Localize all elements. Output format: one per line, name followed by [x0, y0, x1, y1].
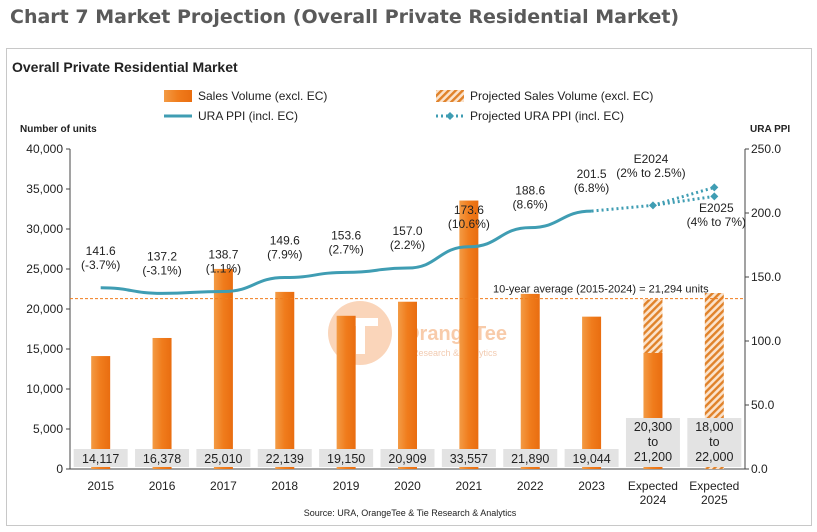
- legend-sales-label: Sales Volume (excl. EC): [198, 89, 327, 103]
- bar-label-box: [687, 418, 742, 467]
- x-tick-label: 2015: [87, 479, 114, 493]
- ppi-line: [100, 209, 592, 295]
- x-tick-label: 2019: [333, 479, 360, 493]
- left-tick-label: 35,000: [26, 182, 63, 196]
- projected-ppi-marker: [710, 183, 719, 192]
- x-tick-label: 2023: [578, 479, 605, 493]
- left-tick-label: 15,000: [26, 342, 63, 356]
- x-tick-label: 2018: [271, 479, 298, 493]
- bar-label: 21,890: [511, 452, 549, 466]
- right-tick-label: 50.0: [751, 398, 775, 412]
- ppi-label: 188.6 (8.6%): [513, 184, 548, 212]
- legend-projected-ppi-marker: [446, 112, 454, 120]
- x-tick-label: 2016: [149, 479, 176, 493]
- bar-label-box: [319, 449, 374, 467]
- bar-label-box: [196, 449, 251, 467]
- watermark-logo-mark: [342, 318, 378, 354]
- bar-label: 20,909: [388, 452, 426, 466]
- x-tick-label: Expected 2024: [628, 479, 678, 507]
- projection-label-2025: E2025 (4% to 7%): [687, 201, 746, 229]
- left-tick-label: 25,000: [26, 262, 63, 276]
- legend-projected-ppi-label: Projected URA PPI (incl. EC): [470, 109, 624, 123]
- projected-ppi-line: [652, 185, 715, 207]
- left-tick-label: 30,000: [26, 222, 63, 236]
- right-axis-title: URA PPI: [750, 124, 790, 135]
- ppi-label: 138.7 (1.1%): [206, 247, 241, 275]
- left-axis-title: Number of units: [20, 124, 97, 135]
- bar-label-box: [441, 449, 496, 467]
- left-tick-label: 5,000: [33, 422, 63, 436]
- projected-ppi-marker: [710, 192, 719, 201]
- bar: [520, 293, 540, 469]
- left-tick-label: 20,000: [26, 302, 63, 316]
- bar: [91, 356, 111, 469]
- ppi-label: 137.2 (-3.1%): [142, 249, 181, 277]
- bar-label: 33,557: [450, 452, 488, 466]
- x-tick-label: 2020: [394, 479, 421, 493]
- bar-label-box: [625, 418, 680, 467]
- legend-projected-sales-label: Projected Sales Volume (excl. EC): [470, 89, 653, 103]
- average-line-label: 10-year average (2015-2024) = 21,294 uni…: [493, 284, 709, 296]
- bar: [275, 291, 295, 469]
- x-tick-label: 2021: [456, 479, 483, 493]
- projected-bar: [643, 299, 663, 353]
- bar: [336, 315, 356, 469]
- left-tick-label: 0: [56, 462, 63, 476]
- bar-label-box: [135, 449, 190, 467]
- bar: [582, 316, 602, 469]
- legend-sales-swatch: [164, 90, 192, 102]
- bar-label-box: [564, 449, 619, 467]
- projected-ppi-line: [591, 203, 654, 213]
- bar-label: 25,010: [204, 452, 242, 466]
- ppi-label: 157.0 (2.2%): [390, 224, 425, 252]
- bar: [152, 337, 172, 469]
- watermark-brand: OrangeTee: [404, 323, 507, 345]
- ppi-label: 173.6 (10.6%): [448, 203, 490, 231]
- right-tick-label: 200.0: [751, 206, 781, 220]
- bar: [213, 268, 233, 469]
- ppi-label: 141.6 (-3.7%): [81, 244, 120, 272]
- bar-label: 14,117: [82, 452, 119, 466]
- right-tick-label: 250.0: [751, 142, 781, 156]
- legend-projected-sales-swatch: [436, 90, 464, 102]
- bar-label: 22,139: [266, 452, 304, 466]
- x-tick-label: 2022: [517, 479, 544, 493]
- left-tick-label: 40,000: [26, 142, 63, 156]
- ppi-label: 149.6 (7.9%): [267, 234, 302, 262]
- ppi-label: 153.6 (2.7%): [328, 228, 363, 256]
- legend-ppi-label: URA PPI (incl. EC): [198, 109, 298, 123]
- right-tick-label: 0.0: [751, 462, 768, 476]
- bar: [398, 301, 417, 469]
- projected-ppi-marker: [648, 201, 657, 210]
- x-tick-label: 2017: [210, 479, 237, 493]
- bar-label-box: [257, 449, 312, 467]
- watermark-sub: Research & Analytics: [412, 348, 498, 358]
- bar-label: 19,150: [327, 452, 365, 466]
- bar-label: 20,300 to 21,200: [634, 420, 672, 464]
- projection-label-2024: E2024 (2% to 2.5%): [616, 152, 685, 180]
- page-title: Chart 7 Market Projection (Overall Priva…: [10, 6, 680, 28]
- x-tick-label: Expected 2025: [689, 479, 739, 507]
- chart-title: Overall Private Residential Market: [12, 59, 238, 75]
- right-tick-label: 100.0: [751, 334, 781, 348]
- bar: [459, 200, 479, 469]
- bar-label-box: [503, 449, 558, 467]
- left-tick-label: 10,000: [26, 382, 63, 396]
- ppi-label: 201.5 (6.8%): [574, 167, 609, 195]
- bar-label-box: [73, 449, 128, 467]
- bar-label: 16,378: [143, 452, 181, 466]
- bar-label: 18,000 to 22,000: [695, 420, 733, 464]
- bar-label-box: [380, 449, 435, 467]
- right-tick-label: 150.0: [751, 270, 781, 284]
- bar-label: 19,044: [572, 452, 610, 466]
- chart-source: Source: URA, OrangeTee & Tie Research & …: [304, 508, 517, 518]
